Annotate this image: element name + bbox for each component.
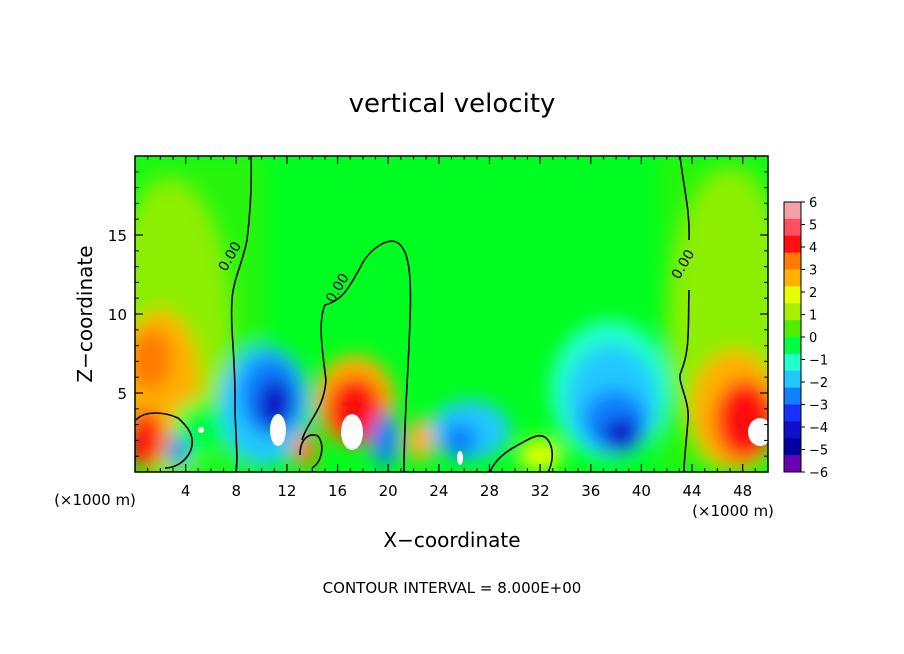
colorbar-label: 4 (809, 241, 817, 256)
colorbar-label: 6 (809, 196, 817, 211)
y-axis-label: Z−coordinate (73, 245, 97, 382)
colorbar-label: 2 (809, 286, 817, 301)
x-axis: 4 8 12 16 20 24 28 32 36 40 44 48 (147, 156, 756, 500)
contour-line (230, 156, 253, 472)
colorbar-label: 3 (809, 264, 817, 279)
colorbar-label: −6 (809, 466, 828, 481)
contour-line (135, 412, 194, 469)
x-tick-label: 32 (531, 482, 550, 500)
x-tick-label: 12 (277, 482, 296, 500)
colorbar-label: 0 (809, 331, 817, 346)
colorbar-swatch (784, 286, 801, 304)
x-tick-label: 40 (632, 482, 651, 500)
zero-contours (135, 156, 690, 472)
colorbar-label: 5 (809, 219, 817, 234)
field-cores (198, 414, 768, 465)
chart-title: vertical velocity (349, 89, 556, 119)
y-tick-label: 5 (117, 385, 127, 403)
colorbar-swatch (784, 438, 801, 456)
colorbar-label: −4 (809, 421, 828, 436)
colorbar-swatch (784, 235, 801, 254)
x-unit-label: (×1000 m) (54, 491, 136, 509)
x-tick-label: 28 (480, 482, 499, 500)
plot-area (135, 156, 768, 472)
colorbar-label: −1 (809, 354, 828, 369)
x-tick-label: 16 (328, 482, 347, 500)
colorbar-swatch (784, 337, 801, 355)
colorbar-swatch (784, 353, 801, 372)
field-blobs (135, 156, 768, 472)
colorbar-swatch (784, 320, 801, 338)
contour-interval-note: CONTOUR INTERVAL = 8.000E+00 (323, 579, 582, 597)
y-unit-label: (×1000 m) (692, 502, 774, 520)
x-tick-label: 24 (429, 482, 448, 500)
colorbar-swatch (784, 303, 801, 321)
colorbar-swatch (784, 370, 801, 389)
y-tick-label: 10 (108, 306, 127, 324)
colorbar-label: −3 (809, 399, 828, 414)
contour-line (299, 434, 323, 469)
y-tick-label: 15 (108, 227, 127, 245)
colorbar-swatch (784, 218, 801, 237)
x-axis-label: X−coordinate (383, 528, 520, 552)
colorbar-swatch (784, 252, 801, 270)
colorbar-label: −5 (809, 444, 828, 459)
colorbar-swatch (784, 269, 801, 287)
x-tick-label: 8 (232, 482, 242, 500)
colorbar: 6 5 4 3 2 1 0 −1 −2 −3 −4 −5 −6 (783, 196, 828, 481)
colorbar-label: 1 (809, 309, 817, 324)
x-tick-label: 20 (379, 482, 398, 500)
x-tick-label: 36 (581, 482, 600, 500)
colorbar-swatch (784, 404, 801, 422)
y-axis: 5 10 15 (108, 171, 768, 457)
x-tick-label: 48 (733, 482, 752, 500)
colorbar-swatch (784, 421, 801, 439)
x-tick-label: 4 (181, 482, 191, 500)
colorbar-label: −2 (809, 376, 828, 391)
contour-line (489, 435, 553, 472)
contour-line (679, 156, 690, 472)
colorbar-swatch (784, 202, 801, 220)
colorbar-swatch (784, 387, 801, 405)
contour-line (301, 240, 412, 472)
colorbar-swatch (784, 455, 801, 473)
x-tick-label: 44 (682, 482, 701, 500)
